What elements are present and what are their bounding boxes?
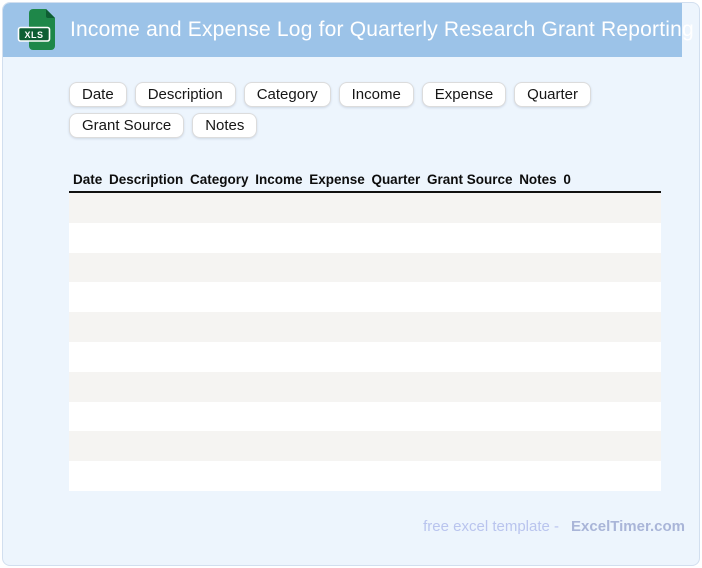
chip-date[interactable]: Date — [69, 82, 127, 107]
column-header-income: Income — [255, 171, 303, 187]
column-header-notes: Notes — [519, 171, 557, 187]
chip-quarter[interactable]: Quarter — [514, 82, 592, 107]
chip-expense[interactable]: Expense — [421, 82, 507, 107]
chip-description[interactable]: Description — [134, 82, 236, 107]
footer-brand-link[interactable]: ExcelTimer.com — [571, 517, 685, 535]
table-row — [69, 222, 661, 253]
table-row — [69, 282, 661, 313]
column-header-description: Description — [108, 171, 184, 187]
table-row — [69, 431, 661, 462]
footer-text: free excel template - — [423, 517, 560, 535]
table-row — [69, 193, 661, 223]
column-header-date: Date — [73, 171, 103, 187]
column-header-0: 0 — [563, 171, 571, 187]
table-row — [69, 371, 661, 402]
table-header-row: Date Description Category Income Expense Quar… — [69, 167, 661, 193]
table-row — [69, 252, 661, 283]
chip-income[interactable]: Income — [338, 82, 414, 107]
column-header-grant-source: Grant Source — [426, 171, 513, 187]
chip-grant-source[interactable]: Grant Source — [69, 113, 185, 138]
chip-category[interactable]: Category — [243, 82, 331, 107]
table-row — [69, 341, 661, 372]
column-chips: Date Description Category Income Expense Quar… — [69, 82, 661, 138]
column-header-quarter: Quarter — [371, 171, 421, 187]
table-row — [69, 312, 661, 342]
preview-table: Date Description Category Income Expense Quar… — [69, 167, 661, 491]
column-header-expense: Expense — [309, 171, 365, 187]
chip-notes[interactable]: Notes — [192, 113, 258, 138]
page-title: Income and Expense Log for Quarterly Res… — [70, 18, 694, 41]
table-row — [69, 401, 661, 432]
table-body — [69, 193, 661, 491]
xls-file-icon: XLS — [17, 9, 55, 50]
footer: free excel template - ExcelTimer.com — [93, 518, 685, 535]
xls-icon-label: XLS — [24, 30, 43, 40]
header-bar: XLS Income and Expense Log for Quarterly… — [3, 3, 694, 57]
table-row — [69, 461, 661, 491]
column-header-category: Category — [189, 171, 249, 187]
